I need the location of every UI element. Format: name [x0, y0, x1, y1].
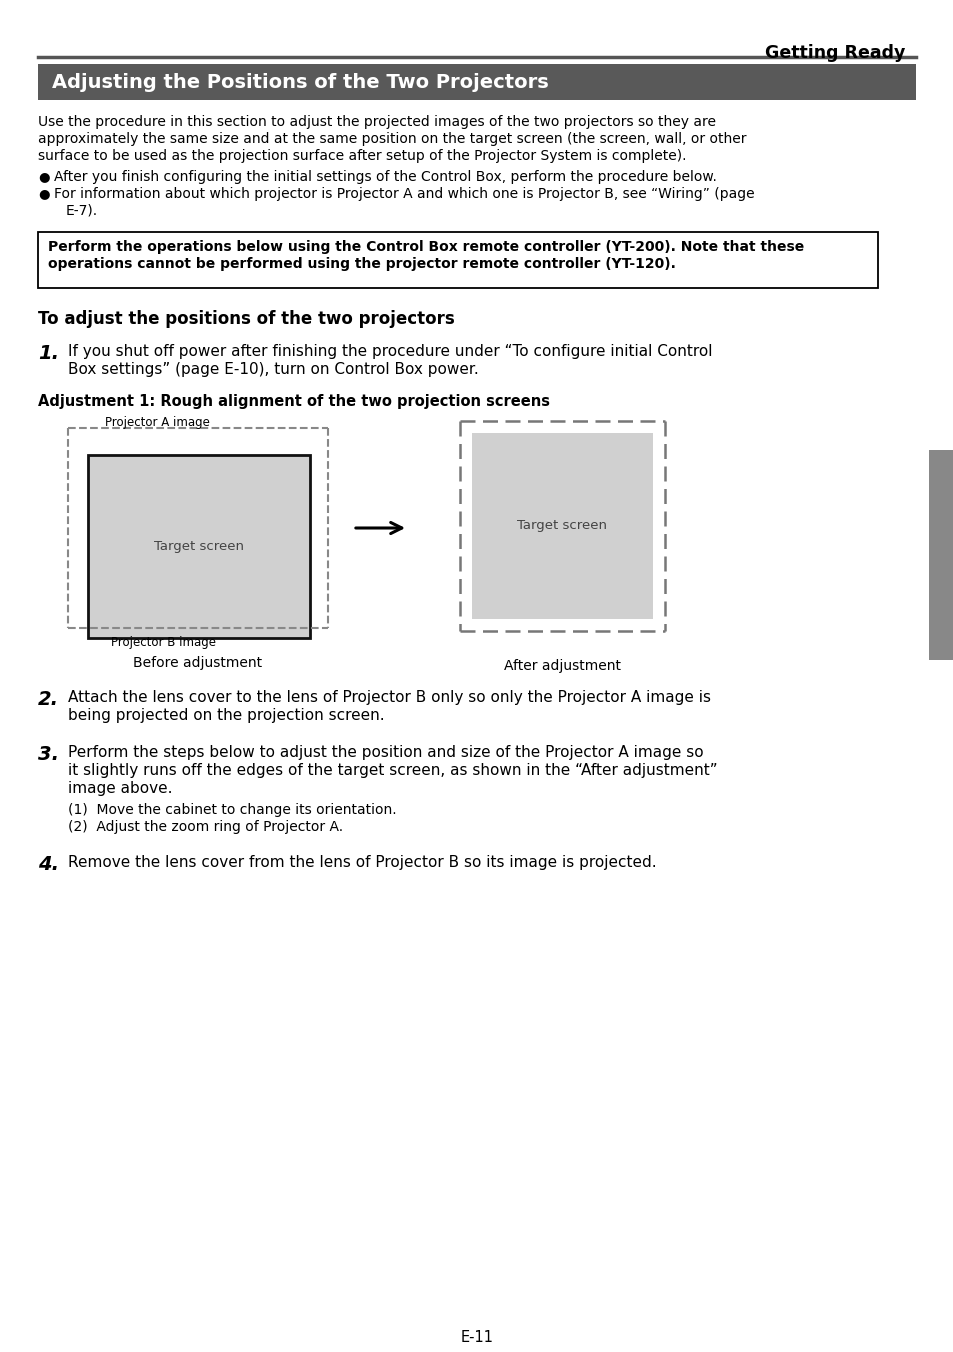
Text: Use the procedure in this section to adjust the projected images of the two proj: Use the procedure in this section to adj… [38, 115, 716, 128]
Text: image above.: image above. [68, 781, 172, 796]
Text: E-11: E-11 [460, 1330, 493, 1345]
Text: E-7).: E-7). [66, 204, 98, 218]
Bar [38, 233, 877, 288]
Text: it slightly runs off the edges of the target screen, as shown in the “After adju: it slightly runs off the edges of the ta… [68, 763, 717, 777]
Bar [38, 64, 915, 100]
Text: 2.: 2. [38, 690, 59, 708]
Text: (2)  Adjust the zoom ring of Projector A.: (2) Adjust the zoom ring of Projector A. [68, 821, 343, 834]
Text: Adjusting the Positions of the Two Projectors: Adjusting the Positions of the Two Proje… [52, 73, 548, 92]
Text: For information about which projector is Projector A and which one is Projector : For information about which projector is… [54, 187, 754, 201]
Text: Perform the operations below using the Control Box remote controller (YT-200). N: Perform the operations below using the C… [48, 241, 803, 254]
Text: Adjustment 1: Rough alignment of the two projection screens: Adjustment 1: Rough alignment of the two… [38, 393, 550, 410]
Text: Projector B image: Projector B image [112, 635, 216, 649]
Text: 3.: 3. [38, 745, 59, 764]
Bar [88, 456, 310, 638]
Text: After you finish configuring the initial settings of the Control Box, perform th: After you finish configuring the initial… [54, 170, 716, 184]
Text: being projected on the projection screen.: being projected on the projection screen… [68, 708, 384, 723]
Bar [928, 450, 953, 660]
Text: Getting Ready: Getting Ready [763, 45, 904, 62]
Text: operations cannot be performed using the projector remote controller (YT-120).: operations cannot be performed using the… [48, 257, 675, 270]
Text: Target screen: Target screen [517, 519, 607, 533]
Text: approximately the same size and at the same position on the target screen (the s: approximately the same size and at the s… [38, 132, 745, 146]
Text: Attach the lens cover to the lens of Projector B only so only the Projector A im: Attach the lens cover to the lens of Pro… [68, 690, 710, 704]
Text: surface to be used as the projection surface after setup of the Projector System: surface to be used as the projection sur… [38, 149, 686, 164]
Text: If you shut off power after finishing the procedure under “To configure initial : If you shut off power after finishing th… [68, 343, 712, 360]
Text: After adjustment: After adjustment [503, 658, 620, 673]
Text: Remove the lens cover from the lens of Projector B so its image is projected.: Remove the lens cover from the lens of P… [68, 854, 656, 869]
Bar [88, 594, 310, 617]
Text: Perform the steps below to adjust the position and size of the Projector A image: Perform the steps below to adjust the po… [68, 745, 703, 760]
Text: (1)  Move the cabinet to change its orientation.: (1) Move the cabinet to change its orien… [68, 803, 396, 817]
Text: ●: ● [38, 170, 50, 183]
Text: ●: ● [38, 187, 50, 200]
Text: Before adjustment: Before adjustment [133, 656, 262, 671]
Text: Projector A image: Projector A image [105, 416, 210, 429]
Text: To adjust the positions of the two projectors: To adjust the positions of the two proje… [38, 310, 455, 329]
Text: Target screen: Target screen [153, 539, 244, 553]
Text: 1.: 1. [38, 343, 59, 362]
Text: 4.: 4. [38, 854, 59, 873]
Bar [472, 433, 652, 619]
Text: Box settings” (page E-10), turn on Control Box power.: Box settings” (page E-10), turn on Contr… [68, 362, 478, 377]
